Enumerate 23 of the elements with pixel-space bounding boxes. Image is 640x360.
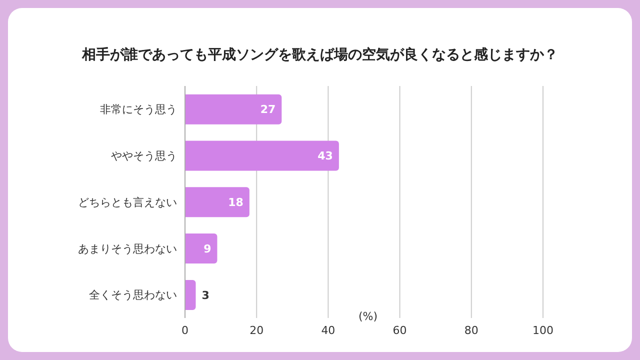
x-tick-label: 0 [182, 324, 188, 337]
x-tick-label: 60 [392, 324, 407, 337]
data-label: 3 [202, 288, 210, 302]
data-label: 18 [228, 196, 244, 209]
chart-title: 相手が誰であっても平成ソングを歌えば場の空気が良くなると感じますか？ [80, 46, 559, 64]
x-tick-label: 80 [464, 324, 478, 337]
x-tick-label: 100 [532, 324, 554, 337]
data-label: 9 [204, 242, 212, 256]
bar [185, 280, 196, 310]
y-tick-label: どちらとも言えない [78, 196, 177, 209]
x-tick-label: 20 [250, 324, 264, 337]
x-tick-label: 40 [321, 324, 336, 337]
data-label: 27 [260, 103, 276, 116]
x-axis-title: (%) [357, 310, 379, 323]
bar [185, 187, 250, 218]
bar [185, 140, 339, 171]
y-tick-label: あまりそう思わない [78, 242, 177, 256]
y-tick-label: ややそう思う [111, 150, 177, 163]
bar [185, 94, 282, 124]
y-tick-label: 非常にそう思う [100, 103, 177, 116]
data-label: 43 [318, 150, 333, 163]
bar [185, 234, 218, 264]
y-tick-label: 全くそう思わない [89, 288, 177, 302]
